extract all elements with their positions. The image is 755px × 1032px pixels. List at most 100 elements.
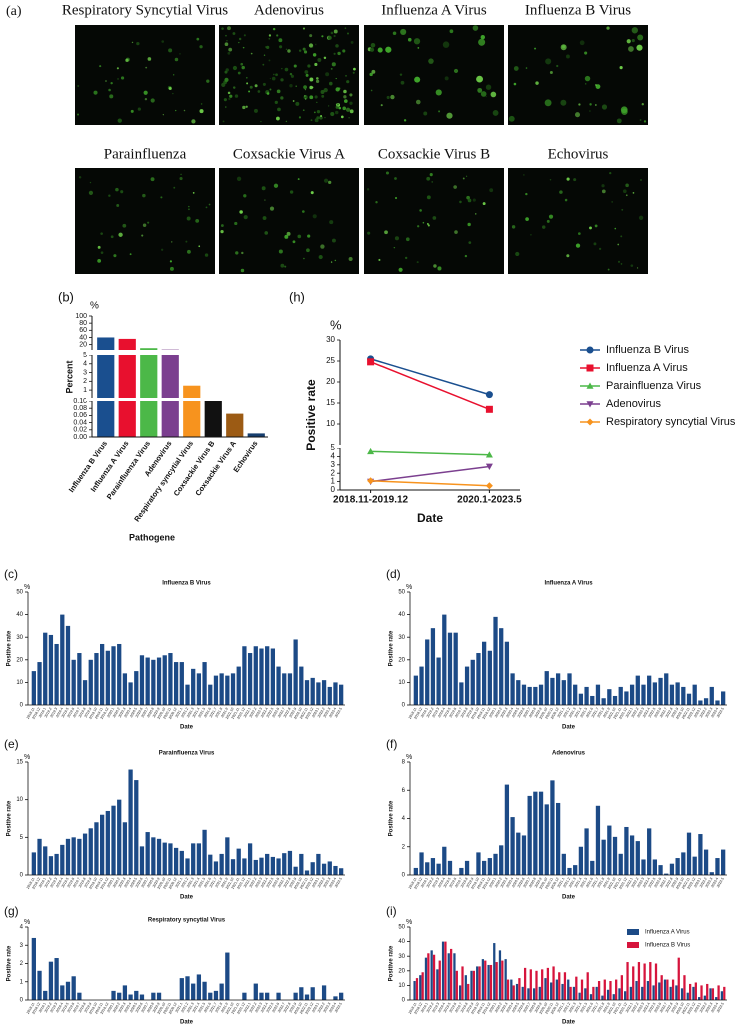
fluorescence-image: [219, 25, 359, 125]
fluorescent-cell: [315, 79, 320, 84]
fluorescent-cell: [314, 118, 319, 123]
fluorescent-cell: [476, 75, 483, 83]
bar: [544, 978, 547, 1000]
y-tick-label: 20: [398, 657, 405, 663]
bar: [287, 673, 293, 705]
bar: [694, 982, 697, 1000]
fluorescent-cell: [312, 46, 314, 48]
x-tick-label: 2021.10: [225, 877, 235, 890]
bar: [584, 686, 589, 705]
bar: [333, 865, 338, 875]
fluorescent-cell: [556, 64, 559, 68]
fluorescent-cell: [328, 81, 333, 86]
fluorescent-cell: [573, 178, 577, 182]
fluorescent-cell: [423, 111, 428, 116]
fluorescent-cell: [542, 225, 546, 229]
fluorescent-cell: [429, 173, 433, 177]
x-tick-label: 2022.2: [249, 707, 258, 718]
bar: [128, 769, 133, 875]
legend-marker: [586, 382, 594, 389]
fluorescent-cell: [141, 234, 144, 237]
fluorescent-cell: [105, 80, 107, 82]
x-tick-label: 2020.1: [106, 707, 115, 718]
fluorescent-cell: [343, 89, 347, 94]
fluorescent-cell: [204, 253, 209, 257]
bar: [615, 979, 618, 1000]
fluorescent-cell: [284, 67, 289, 72]
x-tick-label: 2020.3: [500, 1002, 509, 1013]
bar: [202, 662, 207, 705]
bar: [442, 846, 447, 875]
x-tick-label: 2020.9: [152, 877, 161, 888]
bar: [584, 828, 589, 875]
fluorescent-cell: [323, 88, 328, 93]
x-tick-label: 2019.1: [420, 1002, 429, 1013]
bar: [592, 986, 595, 1000]
fluorescent-cell: [224, 77, 229, 82]
fluorescent-cell: [311, 86, 314, 89]
fluorescent-cell: [437, 266, 442, 271]
bar: [88, 659, 93, 705]
x-tick-label: 2022.4: [260, 877, 269, 888]
line: [370, 450, 490, 456]
bar: [259, 857, 264, 875]
bar: [573, 684, 578, 705]
x-tick-label: 2021.6: [203, 1002, 212, 1013]
x-tick-label: 2019.11: [94, 1002, 104, 1015]
bar: [721, 691, 726, 705]
bar: [499, 628, 504, 705]
x-tick-label: 2022.11: [299, 877, 309, 890]
x-axis-label: Pathogene: [129, 532, 175, 542]
bar: [259, 992, 264, 1000]
y-tick-label: 60: [79, 327, 87, 334]
x-tick-label: 2022.6: [271, 877, 280, 888]
bar: [563, 972, 567, 1000]
x-tick-label: 2019.2: [426, 707, 435, 718]
image-caption: Coxsackie Virus B: [378, 146, 490, 162]
image-caption: Echovirus: [548, 146, 609, 162]
bar: [706, 983, 709, 1000]
y-tick-label: 0.04: [73, 419, 87, 426]
x-tick-label: 2020.10: [157, 877, 167, 890]
x-tick-label: 2019.6: [67, 707, 76, 718]
x-tick-label: 2023.3: [323, 1002, 332, 1013]
x-tick-label: 2021.9: [602, 1002, 611, 1013]
x-tick-label: 2020.6: [517, 1002, 526, 1013]
x-tick-label: 2020.2: [494, 877, 503, 888]
panel-label: (d): [386, 567, 401, 581]
y-tick-label: 10: [398, 983, 405, 989]
x-tick-label: 2022.8: [283, 1002, 292, 1013]
fluorescent-cell: [224, 42, 229, 47]
bar: [48, 634, 54, 705]
x-tick-label: 2019.10: [470, 707, 480, 720]
fluorescent-cell: [320, 115, 323, 118]
x-tick-label: 2021.3: [568, 877, 577, 888]
fluorescent-cell: [628, 46, 634, 52]
fluorescent-cell: [239, 210, 243, 214]
x-tick-label: 2023.1: [311, 1002, 320, 1013]
fluorescent-cell: [530, 233, 532, 236]
x-tick-label: 2021.7: [209, 1002, 218, 1013]
x-tick-label: 2021.3: [568, 1002, 577, 1013]
bar: [601, 995, 604, 1000]
x-tick-label: 2022.3: [254, 877, 263, 888]
fluorescent-cell: [142, 223, 147, 228]
bar: [145, 657, 150, 705]
fluorescent-cell: [179, 53, 181, 55]
fluorescent-cell: [319, 115, 323, 120]
fluorescent-cell: [108, 194, 111, 197]
x-tick-label: 2020.8: [146, 877, 155, 888]
bar: [609, 981, 612, 1000]
panel-label: (b): [58, 289, 74, 304]
x-tick-label: 2019.3: [431, 877, 440, 888]
bar: [464, 666, 470, 705]
fluorescent-cell: [566, 54, 570, 59]
y-tick-label: 6: [402, 788, 406, 794]
x-tick-label: 2021.11: [231, 1002, 241, 1015]
fluorescent-cell: [269, 88, 272, 91]
x-tick-label: 2023.3: [705, 1002, 714, 1013]
bar: [118, 338, 136, 437]
bar: [458, 985, 462, 1000]
x-tick-label: 2021.7: [591, 707, 600, 718]
fluorescent-cell: [162, 114, 164, 116]
